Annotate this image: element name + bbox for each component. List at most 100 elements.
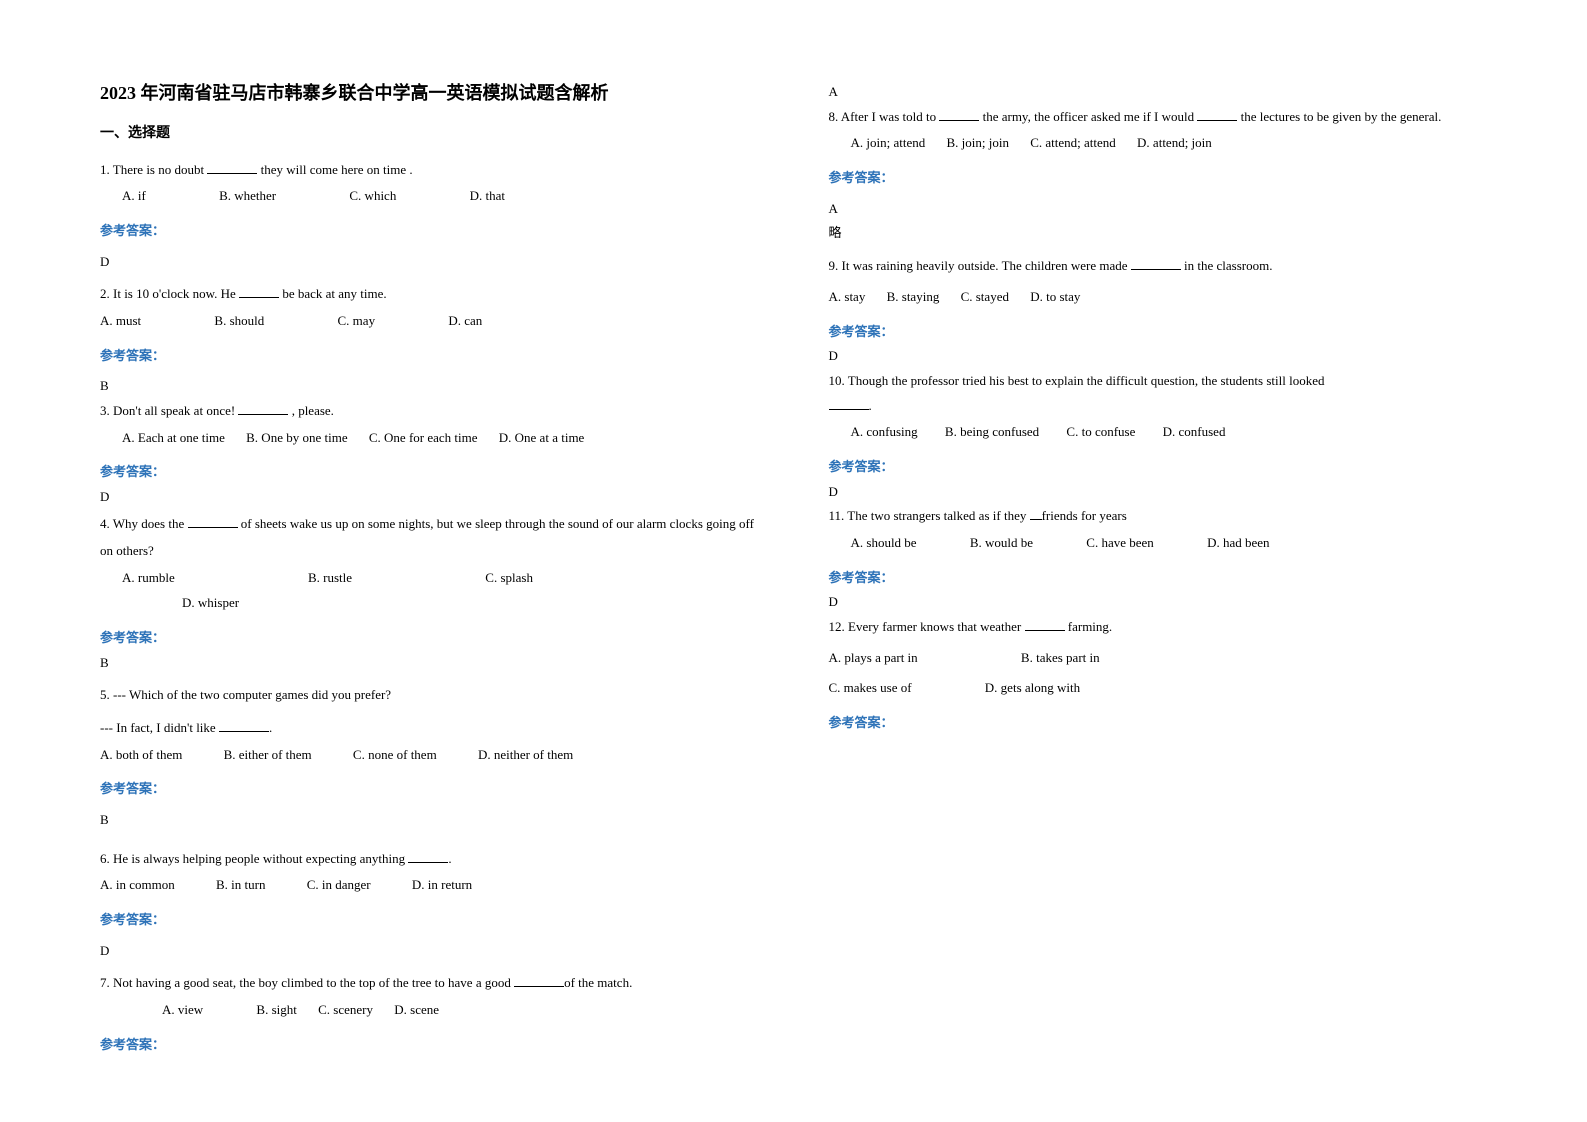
- q6-opt-c: C. in danger: [307, 873, 371, 898]
- q3-opt-d: D. One at a time: [499, 426, 585, 451]
- blank: [514, 974, 564, 987]
- q9-stem-a: 9. It was raining heavily outside. The c…: [829, 258, 1131, 273]
- q10-options: A. confusing B. being confused C. to con…: [829, 420, 1498, 445]
- q4-opt-c: C. splash: [485, 566, 533, 591]
- q12-stem-a: 12. Every farmer knows that weather: [829, 619, 1025, 634]
- blank: [219, 719, 269, 732]
- q3-stem-a: 3. Don't all speak at once!: [100, 403, 238, 418]
- answer-heading: 参考答案：: [100, 777, 769, 802]
- q7-opt-a: A. view: [162, 998, 203, 1023]
- q5-stem2a: --- In fact, I didn't like: [100, 720, 219, 735]
- q6-opt-d: D. in return: [412, 873, 472, 898]
- q6-options: A. in common B. in turn C. in danger D. …: [100, 873, 769, 898]
- q7-answer: A: [829, 80, 1498, 105]
- q4-opt-a: A. rumble: [122, 566, 175, 591]
- q7-opt-c: C. scenery: [318, 998, 373, 1023]
- blank: [939, 108, 979, 121]
- question-2: 2. It is 10 o'clock now. He be back at a…: [100, 282, 769, 307]
- q5-opt-a: A. both of them: [100, 743, 182, 768]
- q10-stem-a: 10. Though the professor tried his best …: [829, 373, 1325, 388]
- q4-opt-b: B. rustle: [308, 566, 352, 591]
- question-3: 3. Don't all speak at once! , please.: [100, 399, 769, 424]
- answer-heading: 参考答案：: [100, 219, 769, 244]
- q9-opt-d: D. to stay: [1030, 285, 1080, 310]
- q6-answer: D: [100, 939, 769, 964]
- q4-options: A. rumble B. rustle C. splash D. whisper: [100, 566, 769, 615]
- q2-opt-c: C. may: [338, 309, 376, 334]
- q3-opt-a: A. Each at one time: [122, 426, 225, 451]
- q1-opt-d: D. that: [470, 184, 505, 209]
- q12-opt-d: D. gets along with: [985, 676, 1080, 701]
- q8-note: 略: [829, 221, 1498, 246]
- q4-stem-a: 4. Why does the: [100, 516, 188, 531]
- section-heading: 一、选择题: [100, 121, 769, 148]
- q5-answer: B: [100, 808, 769, 833]
- q5-opt-d: D. neither of them: [478, 743, 573, 768]
- question-4: 4. Why does the of sheets wake us up on …: [100, 510, 769, 565]
- question-7: 7. Not having a good seat, the boy climb…: [100, 971, 769, 996]
- blank: [1025, 618, 1065, 631]
- q2-answer: B: [100, 374, 769, 399]
- q9-answer: D: [829, 344, 1498, 369]
- answer-heading: 参考答案：: [829, 320, 1498, 345]
- q7-stem-a: 7. Not having a good seat, the boy climb…: [100, 975, 514, 990]
- page-title: 2023 年河南省驻马店市韩寨乡联合中学高一英语模拟试题含解析: [100, 80, 769, 107]
- answer-heading: 参考答案：: [100, 344, 769, 369]
- question-5-line2: --- In fact, I didn't like .: [100, 716, 769, 741]
- q5-opt-b: B. either of them: [224, 743, 312, 768]
- answer-heading: 参考答案：: [829, 455, 1498, 480]
- q10-opt-b: B. being confused: [945, 420, 1039, 445]
- q6-stem-b: .: [448, 851, 451, 866]
- q11-opt-c: C. have been: [1086, 531, 1154, 556]
- question-12: 12. Every farmer knows that weather farm…: [829, 615, 1498, 640]
- q11-answer: D: [829, 590, 1498, 615]
- q1-answer: D: [100, 250, 769, 275]
- q8-opt-d: D. attend; join: [1137, 131, 1212, 156]
- q11-opt-b: B. would be: [970, 531, 1033, 556]
- q2-opt-d: D. can: [448, 309, 482, 334]
- q8-opt-b: B. join; join: [947, 131, 1009, 156]
- q12-opt-b: B. takes part in: [1021, 646, 1100, 671]
- q9-opt-a: A. stay: [829, 285, 866, 310]
- q8-stem-b: the army, the officer asked me if I woul…: [979, 109, 1197, 124]
- q6-opt-b: B. in turn: [216, 873, 265, 898]
- answer-heading: 参考答案：: [100, 1033, 769, 1058]
- q12-opt-c: C. makes use of: [829, 676, 912, 701]
- q8-opt-c: C. attend; attend: [1030, 131, 1116, 156]
- answer-heading: 参考答案：: [829, 166, 1498, 191]
- blank: [239, 285, 279, 298]
- answer-heading: 参考答案：: [829, 566, 1498, 591]
- q10-opt-c: C. to confuse: [1066, 420, 1135, 445]
- q11-options: A. should be B. would be C. have been D.…: [829, 531, 1498, 556]
- q2-stem-b: be back at any time.: [279, 286, 387, 301]
- q3-opt-c: C. One for each time: [369, 426, 478, 451]
- q7-stem-b: of the match.: [564, 975, 632, 990]
- question-1: 1. There is no doubt they will come here…: [100, 158, 769, 183]
- q9-opt-c: C. stayed: [961, 285, 1009, 310]
- answer-heading: 参考答案：: [100, 460, 769, 485]
- q5-options: A. both of them B. either of them C. non…: [100, 743, 769, 768]
- q11-opt-a: A. should be: [851, 531, 917, 556]
- q1-stem-a: 1. There is no doubt: [100, 162, 207, 177]
- q7-options: A. view B. sight C. scenery D. scene: [140, 998, 769, 1023]
- blank: [238, 402, 288, 415]
- q2-options: A. must B. should C. may D. can: [100, 309, 769, 334]
- q8-options: A. join; attend B. join; join C. attend;…: [829, 131, 1498, 156]
- q2-opt-a: A. must: [100, 309, 141, 334]
- blank: [829, 397, 869, 410]
- q7-opt-d: D. scene: [394, 998, 439, 1023]
- q3-stem-b: , please.: [288, 403, 333, 418]
- q12-options-row2: C. makes use of D. gets along with: [829, 676, 1498, 701]
- q1-opt-c: C. which: [349, 184, 396, 209]
- q11-stem-b: friends for years: [1042, 508, 1127, 523]
- q6-stem-a: 6. He is always helping people without e…: [100, 851, 408, 866]
- q9-stem-b: in the classroom.: [1181, 258, 1273, 273]
- answer-heading: 参考答案：: [100, 626, 769, 651]
- q9-opt-b: B. staying: [887, 285, 940, 310]
- q5-stem2b: .: [269, 720, 272, 735]
- q8-stem-c: the lectures to be given by the general.: [1237, 109, 1441, 124]
- blank: [1131, 257, 1181, 270]
- q11-opt-d: D. had been: [1207, 531, 1269, 556]
- q1-options: A. if B. whether C. which D. that: [100, 184, 769, 209]
- q12-opt-a: A. plays a part in: [829, 646, 918, 671]
